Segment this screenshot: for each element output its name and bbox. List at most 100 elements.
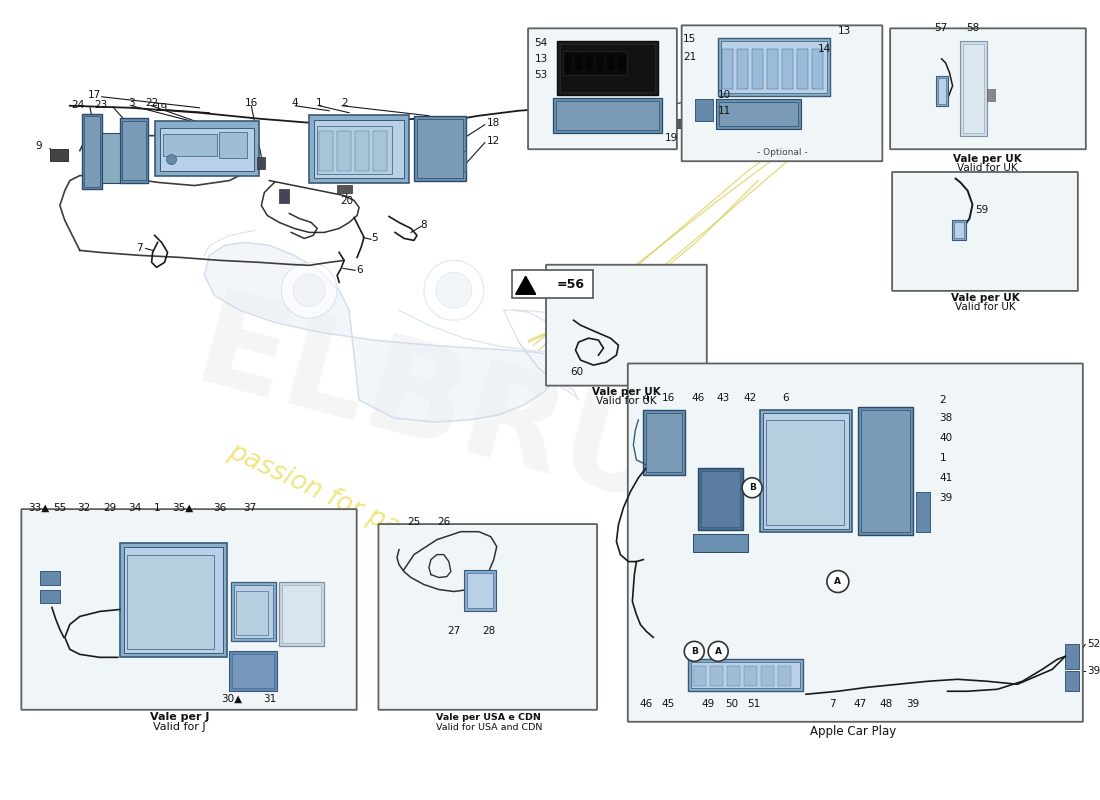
Text: A: A xyxy=(835,577,842,586)
Text: 6: 6 xyxy=(783,393,790,403)
Text: Valid for UK: Valid for UK xyxy=(596,396,657,406)
Bar xyxy=(163,134,218,156)
Text: 5: 5 xyxy=(371,234,377,243)
Text: 9: 9 xyxy=(35,141,42,150)
Bar xyxy=(937,78,946,104)
Text: 13: 13 xyxy=(535,54,548,64)
Text: 7: 7 xyxy=(829,699,836,710)
Text: 51: 51 xyxy=(748,699,761,710)
Text: 1: 1 xyxy=(939,453,946,463)
Text: 54: 54 xyxy=(535,38,548,48)
Text: =56: =56 xyxy=(557,278,584,290)
Text: 1: 1 xyxy=(154,502,161,513)
Text: 37: 37 xyxy=(243,502,256,513)
Text: 17: 17 xyxy=(88,90,101,100)
Bar xyxy=(647,413,682,472)
Bar xyxy=(618,55,626,71)
Bar xyxy=(120,542,228,658)
Bar xyxy=(556,101,659,130)
Circle shape xyxy=(742,478,762,498)
Text: 22: 22 xyxy=(145,98,158,108)
Text: 7: 7 xyxy=(136,243,143,254)
Bar xyxy=(337,130,351,170)
Bar xyxy=(122,121,145,179)
Bar xyxy=(414,116,465,181)
Bar xyxy=(563,55,572,71)
Text: 35▲: 35▲ xyxy=(172,502,194,513)
Bar xyxy=(219,132,248,158)
Bar xyxy=(695,98,713,121)
Text: 23: 23 xyxy=(95,100,108,110)
Bar xyxy=(234,585,273,638)
Bar xyxy=(693,666,706,686)
Text: 8: 8 xyxy=(420,221,427,230)
Bar xyxy=(711,666,723,686)
FancyBboxPatch shape xyxy=(890,28,1086,150)
Bar xyxy=(693,534,748,552)
Text: 27: 27 xyxy=(448,626,461,637)
Bar xyxy=(915,492,930,532)
Text: ELBRUS: ELBRUS xyxy=(183,284,774,556)
Text: Valid for USA and CDN: Valid for USA and CDN xyxy=(436,722,542,732)
Bar xyxy=(309,114,409,182)
Bar xyxy=(698,468,744,530)
Bar xyxy=(962,44,984,133)
FancyBboxPatch shape xyxy=(378,524,597,710)
Bar xyxy=(737,49,748,89)
Bar xyxy=(727,666,740,686)
Text: - Optional -: - Optional - xyxy=(757,148,807,157)
FancyBboxPatch shape xyxy=(892,172,1078,291)
Bar xyxy=(464,570,496,611)
Bar xyxy=(719,102,797,126)
Bar xyxy=(760,410,851,532)
Text: 53: 53 xyxy=(535,70,548,80)
Circle shape xyxy=(282,262,337,318)
Bar xyxy=(858,407,913,534)
Bar xyxy=(691,662,800,688)
Text: B: B xyxy=(691,647,697,656)
Bar xyxy=(703,130,723,138)
Bar xyxy=(257,157,265,169)
Text: 49: 49 xyxy=(702,699,715,710)
Text: 16: 16 xyxy=(244,98,258,108)
Text: 42: 42 xyxy=(744,393,757,403)
Text: 57: 57 xyxy=(934,23,947,33)
Bar xyxy=(337,185,352,193)
Polygon shape xyxy=(516,276,536,294)
Text: 46: 46 xyxy=(692,393,705,403)
Bar xyxy=(512,270,594,298)
Text: 30▲: 30▲ xyxy=(221,694,242,704)
Bar xyxy=(607,55,615,71)
Text: 21: 21 xyxy=(683,52,696,62)
Circle shape xyxy=(166,154,176,165)
Bar xyxy=(355,130,370,170)
Text: 16: 16 xyxy=(662,393,675,403)
Text: 36: 36 xyxy=(212,502,227,513)
Bar xyxy=(716,98,801,129)
Bar xyxy=(723,49,733,89)
Bar xyxy=(50,149,68,161)
Text: Valid for J: Valid for J xyxy=(153,722,206,732)
Bar xyxy=(988,89,996,101)
Bar xyxy=(959,41,988,136)
Bar xyxy=(812,49,823,89)
Text: 25: 25 xyxy=(407,517,420,526)
Bar xyxy=(557,41,658,94)
Bar xyxy=(40,570,59,585)
FancyBboxPatch shape xyxy=(682,26,882,162)
Text: 50: 50 xyxy=(726,699,739,710)
Bar xyxy=(126,554,214,650)
Bar xyxy=(236,590,268,635)
Text: Vale per UK: Vale per UK xyxy=(953,154,1022,164)
Bar xyxy=(319,130,333,170)
Text: 4: 4 xyxy=(642,393,649,403)
Bar xyxy=(40,590,59,603)
Text: 41: 41 xyxy=(939,473,953,483)
Text: 58: 58 xyxy=(966,23,979,33)
Text: 38: 38 xyxy=(939,413,953,423)
Bar xyxy=(317,126,392,174)
Text: 31: 31 xyxy=(263,694,276,704)
Polygon shape xyxy=(205,242,563,422)
Text: 46: 46 xyxy=(640,699,653,710)
Text: 52: 52 xyxy=(1087,639,1100,650)
